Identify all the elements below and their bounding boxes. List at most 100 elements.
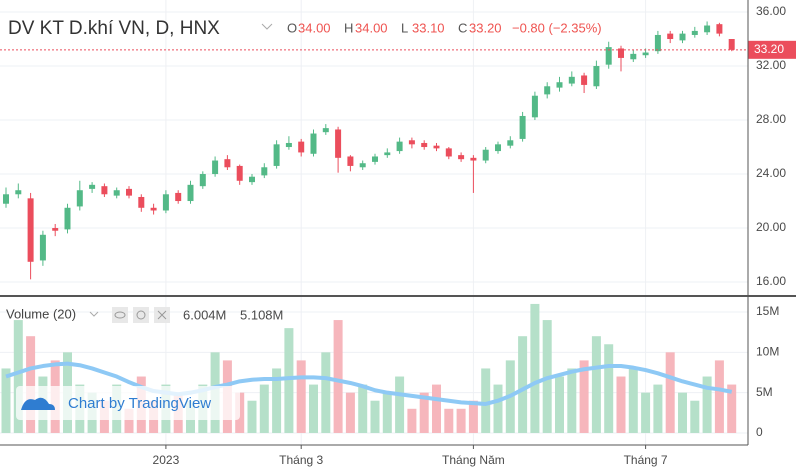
volume-bar xyxy=(678,392,687,433)
y-tick-label: 10M xyxy=(756,345,779,359)
last-price-box xyxy=(748,40,796,59)
volume-bar xyxy=(702,376,712,433)
candle-body xyxy=(421,142,428,148)
volume-bar xyxy=(628,368,638,433)
candle-body xyxy=(679,33,686,41)
candle-body xyxy=(236,165,243,181)
ohlc-key: H xyxy=(344,20,353,35)
ohlc-key: O xyxy=(287,20,297,35)
volume-bar xyxy=(444,408,454,433)
candle-body xyxy=(691,30,698,35)
volume-bar xyxy=(259,384,269,433)
volume-bar xyxy=(309,384,318,433)
candle-body xyxy=(408,140,415,145)
candle-body xyxy=(261,167,268,176)
ohlc-value: 34.00 xyxy=(355,20,388,35)
volume-bar xyxy=(395,376,405,433)
candle-body xyxy=(433,145,440,149)
candle-body xyxy=(458,155,465,160)
candle-body xyxy=(335,129,342,158)
candle-body xyxy=(495,144,501,152)
candle-body xyxy=(285,142,292,148)
settings-button[interactable] xyxy=(133,307,149,323)
x-tick-label: Tháng Năm xyxy=(442,453,505,467)
x-tick-label: 2023 xyxy=(153,453,180,467)
eye-button[interactable] xyxy=(112,307,128,323)
candle-body xyxy=(531,95,538,118)
ma-last: 5.108M xyxy=(240,307,283,322)
volume-bar xyxy=(247,400,257,433)
gear-icon xyxy=(136,310,146,320)
volume-bar xyxy=(530,303,540,433)
candle-body xyxy=(556,82,563,88)
ohlc-value: 33.20 xyxy=(469,20,502,35)
candle-body xyxy=(101,186,108,195)
volume-bar xyxy=(456,408,466,433)
candle-body xyxy=(372,156,378,162)
volume-bar xyxy=(333,320,343,433)
volume-bar xyxy=(641,392,651,433)
volume-title: Volume (20) xyxy=(6,306,76,321)
y-tick-label: 28.00 xyxy=(756,112,786,126)
volume-bar xyxy=(1,368,11,433)
chart-title: DV KT D.khí VN, D, HNX xyxy=(8,18,220,39)
eye-icon xyxy=(114,311,126,319)
candle-body xyxy=(667,33,674,40)
candle-body xyxy=(359,163,366,168)
volume-bar xyxy=(604,344,614,433)
candle-body xyxy=(76,190,83,207)
volume-bar xyxy=(321,352,331,433)
volume-bar xyxy=(567,368,577,433)
candle-body xyxy=(175,192,182,202)
y-tick-label: 36.00 xyxy=(756,4,786,18)
ohlc-value: 33.10 xyxy=(412,20,445,35)
ma-line xyxy=(5,361,733,406)
dropdown-icon[interactable] xyxy=(89,311,99,317)
volume-bar xyxy=(518,336,528,433)
close-icon xyxy=(157,310,167,320)
candle-body xyxy=(593,66,600,87)
volume-bar xyxy=(370,400,380,433)
candle-body xyxy=(507,140,514,146)
volume-bar xyxy=(272,368,282,433)
volume-bar xyxy=(579,360,589,433)
candle-body xyxy=(52,228,59,231)
candle-body xyxy=(298,141,305,153)
candle-body xyxy=(150,207,157,211)
last-price-label: 33.20 xyxy=(754,42,784,56)
volume-bar xyxy=(407,408,417,433)
candle-body xyxy=(347,156,354,166)
volume-bar xyxy=(13,320,23,433)
candle-body xyxy=(470,157,477,161)
candle-body xyxy=(187,184,194,202)
volume-bar xyxy=(591,336,601,433)
volume-bar xyxy=(727,384,737,433)
change-value: −0.80 (−2.35%) xyxy=(512,20,602,35)
ohlc-legend: O 34.00 H 34.00 L 33.10 C 33.20 −0.80 (−2.35%) xyxy=(287,20,602,35)
candle-body xyxy=(482,149,489,161)
volume-bar xyxy=(284,328,294,433)
candle-body xyxy=(704,25,711,33)
watermark[interactable]: Chart by TradingView xyxy=(68,395,211,412)
volume-bar xyxy=(714,360,724,433)
volume-bar xyxy=(296,360,306,433)
candle-body xyxy=(322,128,329,133)
candle-body xyxy=(605,47,612,65)
volume-bar xyxy=(358,384,368,433)
volume-bar xyxy=(665,352,675,433)
candle-body xyxy=(89,184,96,189)
ohlc-key: C xyxy=(458,20,467,35)
dropdown-icon[interactable] xyxy=(261,23,273,30)
volume-bar xyxy=(432,384,441,433)
volume-bar xyxy=(26,336,36,433)
candle-body xyxy=(310,133,317,154)
volume-bar xyxy=(468,400,478,433)
volume-bar xyxy=(616,376,626,433)
candle-body xyxy=(273,144,280,166)
candle-body xyxy=(212,160,219,175)
candle-body xyxy=(199,174,206,187)
y-tick-label: 5M xyxy=(756,385,773,399)
volume-bar xyxy=(653,384,663,433)
volume-last: 6.004M xyxy=(183,307,226,322)
y-tick-label: 32.00 xyxy=(756,58,786,72)
